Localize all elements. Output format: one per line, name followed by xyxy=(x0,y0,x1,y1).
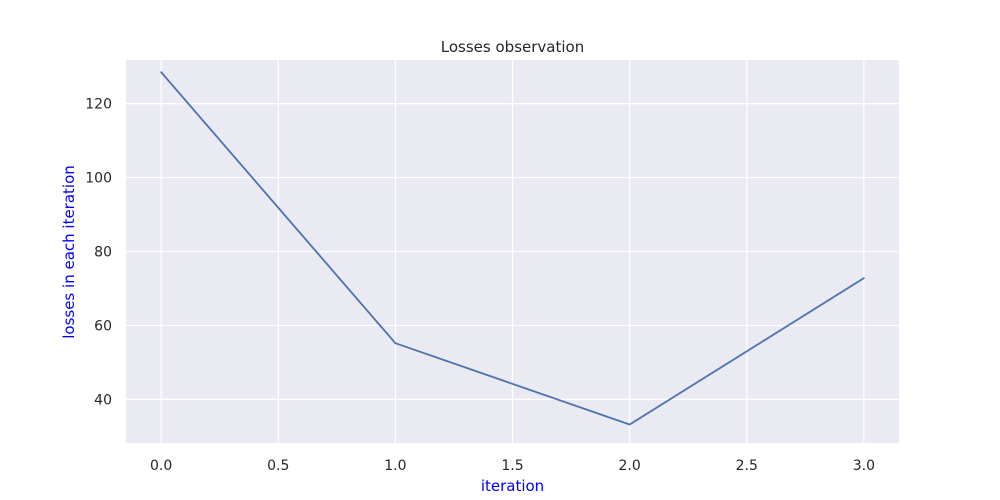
y-tick-label: 80 xyxy=(94,245,112,261)
x-axis-ticks: 0.0 0.5 1.0 1.5 2.0 2.5 3.0 xyxy=(150,458,875,474)
y-axis-ticks: 40 60 80 100 120 xyxy=(85,97,112,409)
chart-title: Losses observation xyxy=(441,38,584,56)
series-layer xyxy=(160,71,865,426)
y-tick-label: 40 xyxy=(94,392,112,408)
x-tick-label: 2.5 xyxy=(736,458,758,474)
x-tick-label: 2.0 xyxy=(618,458,640,474)
x-axis-label: iteration xyxy=(481,477,544,495)
y-tick-label: 100 xyxy=(85,171,112,187)
x-tick-label: 1.5 xyxy=(501,458,523,474)
x-tick-label: 1.0 xyxy=(384,458,406,474)
grid xyxy=(126,60,899,443)
x-tick-label: 0.0 xyxy=(150,458,172,474)
series-line xyxy=(160,71,865,426)
x-tick-label: 0.5 xyxy=(267,458,289,474)
y-axis-label: losses in each iteration xyxy=(60,165,78,339)
y-tick-label: 60 xyxy=(94,318,112,334)
y-tick-label: 120 xyxy=(85,97,112,113)
x-tick-label: 3.0 xyxy=(853,458,875,474)
